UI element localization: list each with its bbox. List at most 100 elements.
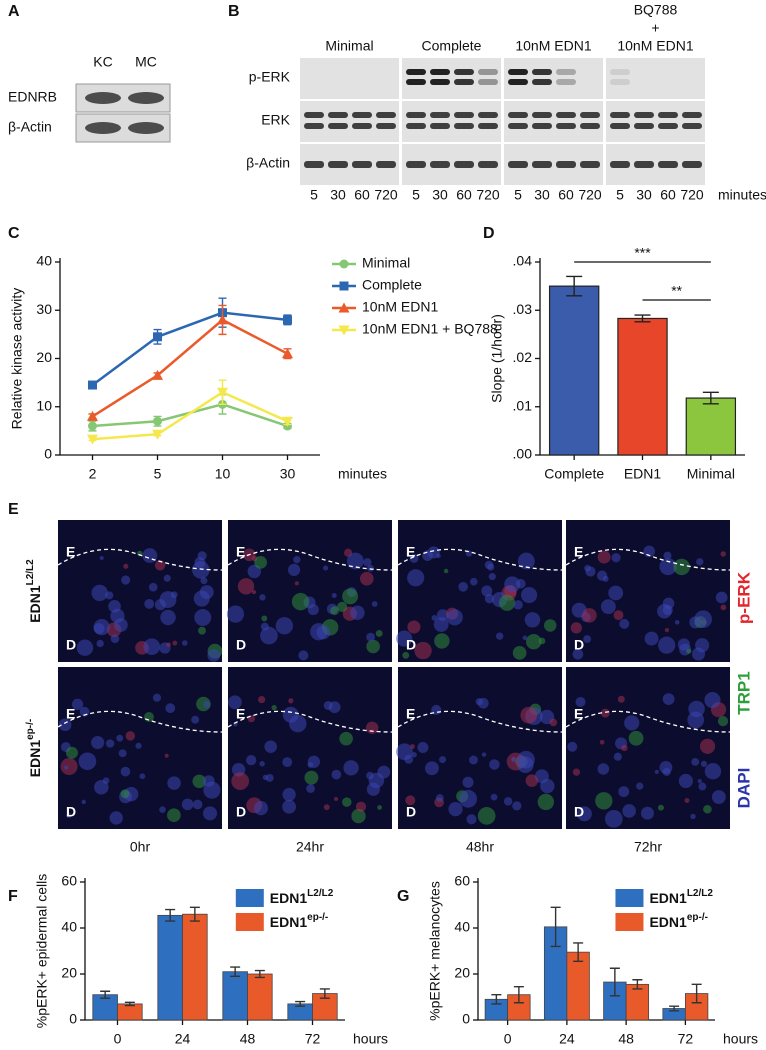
y-tick-label: 0	[462, 1011, 470, 1027]
cell	[331, 592, 337, 599]
legend-swatch	[615, 889, 644, 907]
bar	[117, 1003, 143, 1021]
x-tick-label: 10	[215, 466, 231, 482]
cell	[521, 586, 538, 604]
micrograph	[58, 520, 222, 662]
cell	[167, 776, 181, 790]
error-bar	[550, 906, 561, 948]
blot-band	[328, 112, 348, 118]
legend-label: 10nM EDN1	[362, 299, 438, 315]
cell	[674, 619, 680, 625]
cell	[448, 801, 463, 817]
y-tick-label: 20	[454, 965, 470, 981]
y-tick-label: 0	[69, 1011, 77, 1027]
marker	[283, 315, 292, 325]
cell	[91, 735, 105, 750]
marker	[338, 325, 350, 336]
legend-label-sup: ep-/-	[307, 912, 328, 923]
x-tick-label: 24	[175, 1031, 191, 1047]
blot-band	[328, 161, 348, 168]
cell	[330, 606, 340, 616]
panel-label: C	[8, 225, 20, 242]
legend-label-base: EDN1	[649, 890, 687, 906]
legend-label: EDN1ep-/-	[649, 912, 707, 930]
cell	[517, 756, 534, 773]
cell	[487, 563, 495, 571]
cell	[170, 591, 178, 599]
cell	[572, 648, 584, 660]
significance-label: **	[671, 283, 682, 299]
panel-label: B	[228, 3, 240, 20]
blot-strip	[300, 58, 399, 99]
cell	[164, 753, 169, 758]
cell	[91, 584, 108, 602]
cell	[613, 610, 624, 621]
cell	[287, 563, 301, 577]
cell	[121, 575, 131, 585]
cell	[597, 550, 611, 564]
cell	[135, 742, 142, 749]
x-axis-label: hours	[723, 1031, 758, 1047]
blot-band	[532, 161, 552, 168]
line	[91, 311, 288, 387]
cell	[377, 765, 391, 779]
blot-strip	[300, 101, 399, 142]
cell	[365, 721, 379, 734]
blot-band	[556, 69, 576, 75]
cell	[328, 701, 341, 714]
error-bar	[100, 990, 111, 999]
cell	[621, 744, 628, 752]
blot-band	[85, 92, 121, 104]
y-axis-label: %pERK+ epidermal cells	[34, 874, 50, 1028]
cell	[715, 591, 728, 604]
blot-band	[610, 123, 630, 129]
blot-column-label: KC	[93, 54, 112, 70]
y-tick-label: 60	[454, 873, 470, 889]
cell	[165, 703, 176, 714]
cell	[166, 642, 171, 647]
error-bar	[691, 983, 702, 1004]
cell	[110, 634, 120, 644]
cell	[544, 619, 557, 632]
time-label: 720	[680, 187, 704, 203]
cell	[595, 792, 613, 810]
blot-band	[304, 123, 324, 129]
x-tick-label: 5	[154, 466, 162, 482]
error-bar	[165, 908, 176, 922]
cell	[686, 648, 692, 654]
cell	[477, 807, 496, 825]
cell	[540, 778, 555, 794]
blot-band	[508, 112, 528, 118]
cell	[78, 752, 97, 771]
cell	[644, 631, 659, 646]
x-tick-label: 72	[305, 1031, 321, 1047]
layer-label: E	[406, 544, 415, 560]
cell	[396, 630, 413, 647]
cell	[307, 762, 314, 768]
marker	[88, 421, 97, 431]
y-tick-label: 30	[36, 301, 52, 317]
blot-band	[658, 161, 678, 168]
cell	[60, 758, 78, 775]
cell	[247, 714, 255, 723]
cell	[600, 599, 616, 615]
cell	[475, 698, 483, 706]
panel-label: D	[483, 225, 495, 242]
cell	[511, 757, 516, 763]
blot-band	[406, 161, 426, 168]
x-tick-label: 0	[504, 1031, 512, 1047]
x-axis-label: minutes	[338, 466, 387, 482]
significance-label: ***	[634, 245, 651, 261]
legend-label: Complete	[362, 277, 422, 293]
blot-band	[610, 79, 630, 85]
row-label-sup: L2/L2	[25, 559, 36, 586]
cell	[512, 801, 522, 811]
cell	[517, 552, 535, 570]
cell	[275, 617, 294, 635]
stain-label: DAPI	[734, 768, 753, 809]
cell	[537, 793, 554, 811]
time-label: 720	[578, 187, 602, 203]
cell	[110, 608, 125, 624]
marker	[152, 429, 163, 440]
cell	[342, 588, 359, 605]
